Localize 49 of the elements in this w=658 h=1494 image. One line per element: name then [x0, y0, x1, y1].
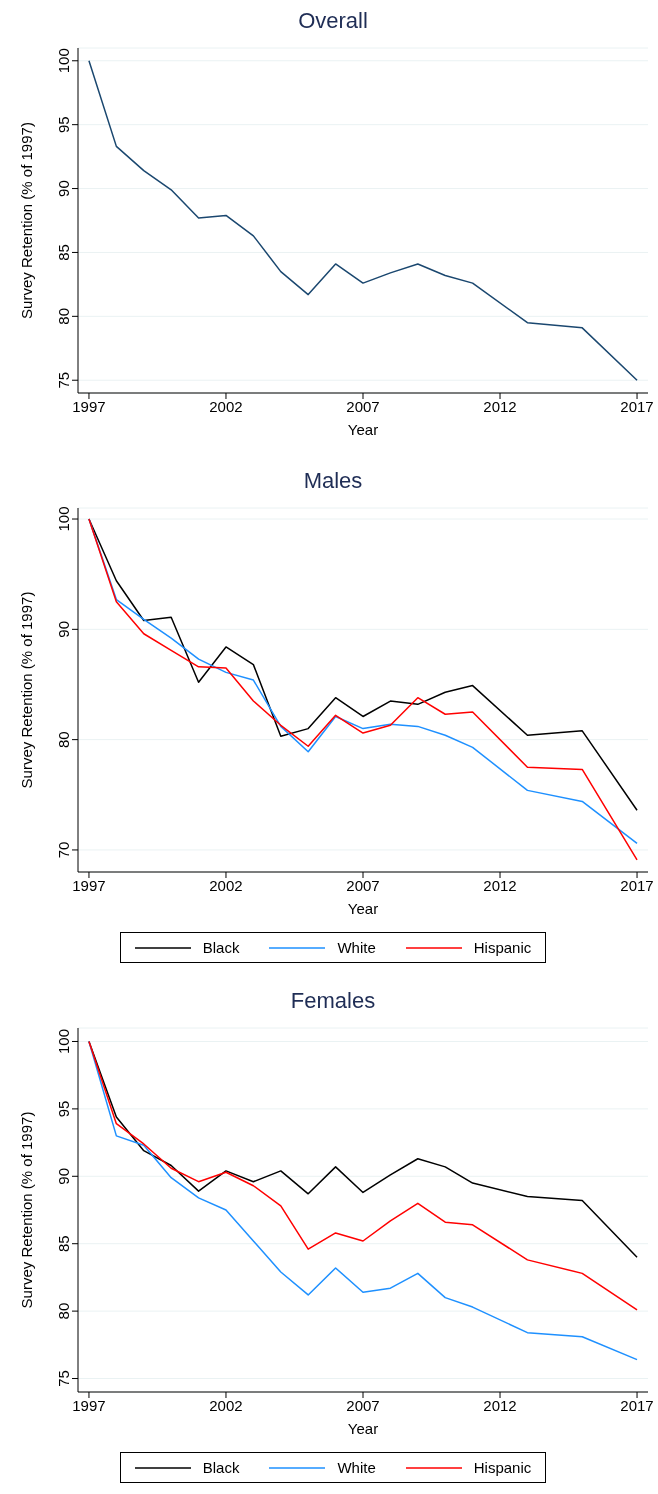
y-axis-title: Survey Retention (% of 1997): [18, 122, 36, 319]
line-series: [88, 60, 638, 381]
line-series: [88, 1040, 638, 1311]
y-tick-label: 80: [55, 1302, 73, 1320]
legend-label: Black: [202, 939, 240, 956]
legend-label: Black: [202, 1459, 240, 1476]
y-tick-label: 80: [55, 731, 73, 748]
y-tick-label: 90: [55, 1167, 73, 1185]
legend-label: White: [337, 939, 376, 956]
y-axis-title: Survey Retention (% of 1997): [18, 1111, 36, 1309]
y-tick-label: 90: [55, 180, 73, 197]
y-tick-label: 85: [55, 244, 73, 261]
x-tick-label: 2007: [346, 1396, 380, 1414]
y-tick-label: 95: [55, 116, 73, 134]
chart-title: Overall: [297, 8, 369, 35]
legend-label: Hispanic: [473, 939, 532, 956]
x-tick-label: 2017: [620, 1396, 654, 1414]
chart-title: Females: [289, 988, 377, 1015]
legend-label: Hispanic: [473, 1459, 532, 1476]
x-axis-title: Year: [347, 421, 379, 438]
x-tick-label: 2002: [209, 1396, 243, 1414]
y-tick-label: 100: [55, 1028, 73, 1054]
y-tick-label: 75: [55, 1370, 73, 1387]
x-axis-title: Year: [347, 900, 379, 917]
x-tick-label: 1997: [72, 1396, 106, 1414]
line-series: [88, 1040, 638, 1361]
y-tick-label: 75: [55, 371, 73, 389]
x-tick-label: 1997: [72, 397, 106, 415]
y-tick-label: 95: [55, 1100, 73, 1118]
x-tick-label: 2002: [209, 397, 243, 415]
x-tick-label: 1997: [72, 876, 106, 894]
x-tick-label: 2007: [346, 876, 380, 894]
x-tick-label: 2017: [620, 876, 654, 894]
y-tick-label: 90: [55, 620, 73, 638]
legend-label: White: [337, 1459, 376, 1476]
y-tick-label: 100: [55, 506, 73, 532]
x-tick-label: 2017: [620, 397, 654, 415]
y-tick-label: 70: [55, 841, 73, 859]
y-tick-label: 80: [55, 307, 73, 325]
chart-title: Males: [302, 468, 364, 495]
y-tick-label: 100: [55, 48, 73, 74]
y-axis-title: Survey Retention (% of 1997): [18, 591, 36, 789]
x-tick-label: 2012: [483, 1396, 517, 1414]
x-tick-label: 2012: [483, 397, 517, 415]
x-tick-label: 2002: [209, 876, 243, 894]
x-tick-label: 2007: [346, 397, 380, 415]
x-axis-title: Year: [347, 1420, 379, 1437]
y-tick-label: 85: [55, 1235, 73, 1253]
x-tick-label: 2012: [483, 876, 517, 894]
